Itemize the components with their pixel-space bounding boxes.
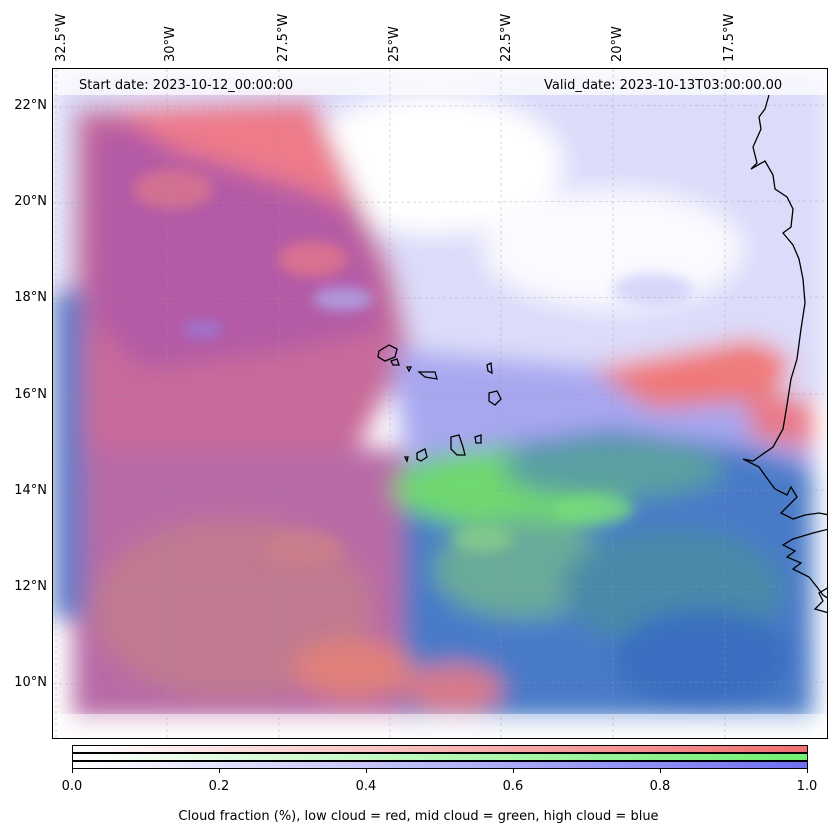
lat-label-16n: 16°N <box>14 387 47 402</box>
lat-label-22n: 22°N <box>14 98 47 113</box>
lon-label-22-5w: 22.5°W <box>499 13 514 62</box>
lat-label-14n: 14°N <box>14 483 47 498</box>
lon-label-30w: 30°W <box>163 26 178 62</box>
lon-label-32-5w: 32.5°W <box>54 13 69 62</box>
colorbar-mid-cloud <box>72 753 808 761</box>
cape-verde-islands <box>377 344 502 463</box>
colorbar-tick-0-6: 0.6 <box>502 779 524 794</box>
lon-label-27-5w: 27.5°W <box>276 13 291 62</box>
africa-coastline <box>742 94 827 520</box>
lat-label-10n: 10°N <box>14 675 47 690</box>
colorbar-tick-0-8: 0.8 <box>649 779 671 794</box>
colorbar-label: Cloud fraction (%), low cloud = red, mid… <box>178 809 659 824</box>
clear-sky-region <box>303 94 563 234</box>
colorbar-tick-0: 0.0 <box>61 779 83 794</box>
lat-label-20n: 20°N <box>14 194 47 209</box>
lat-label-12n: 12°N <box>14 579 47 594</box>
map-canvas <box>53 69 827 738</box>
colorbar-high-cloud <box>72 761 808 769</box>
lon-label-25w: 25°W <box>387 26 402 62</box>
low-cloud-streak-east <box>593 339 793 409</box>
graticule <box>53 69 827 738</box>
colorbar-tick-0-2: 0.2 <box>208 779 230 794</box>
valid-date-label: Valid_date: 2023-10-13T03:00:00.00 <box>544 78 783 93</box>
start-date-label: Start date: 2023-10-12_00:00:00 <box>79 78 294 93</box>
colorbar-low-cloud <box>72 745 808 753</box>
lat-label-18n: 18°N <box>14 290 47 305</box>
cloud-fraction-map <box>52 68 828 739</box>
colorbar-tick-1: 1.0 <box>796 779 818 794</box>
lon-label-17-5w: 17.5°W <box>722 13 737 62</box>
high-cloud-band <box>393 349 813 469</box>
lon-label-20w: 20°W <box>610 26 625 62</box>
colorbar-tick-0-4: 0.4 <box>355 779 377 794</box>
